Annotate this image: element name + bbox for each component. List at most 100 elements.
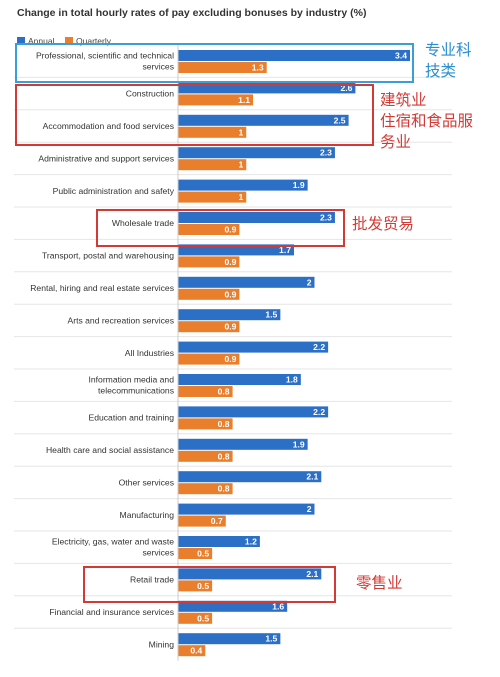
legend-annual: Annual: [17, 36, 54, 46]
quarterly-bar-1: [178, 62, 267, 73]
annual-bar-13: [178, 438, 308, 450]
category-label-13: Health care and social assistance: [46, 445, 174, 455]
annual-value-label-3: 2.5: [334, 115, 346, 125]
quarterly-value-label-16: 0.5: [197, 549, 209, 559]
quarterly-value-label-3: 1: [238, 127, 243, 137]
annual-value-label-14: 2.1: [306, 472, 318, 482]
annotation-box-professional: [15, 43, 414, 83]
quarterly-value-label-15: 0.7: [211, 516, 223, 526]
quarterly-value-label-8: 0.9: [224, 289, 236, 299]
annual-value-label-18: 1.6: [272, 601, 284, 611]
category-label-1-line-1: Professional, scientific and technical: [36, 51, 174, 61]
quarterly-value-label-19: 0.4: [190, 646, 202, 656]
legend-quarterly: Quarterly: [65, 36, 111, 46]
annual-bar-9: [178, 309, 281, 321]
annual-value-label-2: 2.6: [340, 83, 352, 93]
quarterly-bar-4: [178, 159, 247, 171]
annotation-box-wholesale: [96, 209, 345, 247]
category-label-2: Construction: [126, 89, 174, 99]
annual-value-label-9: 1.5: [265, 310, 277, 320]
annual-value-label-4: 2.3: [320, 148, 332, 158]
category-label-17: Retail trade: [130, 575, 174, 585]
annual-value-label-12: 2.2: [313, 407, 325, 417]
quarterly-value-label-14: 0.8: [218, 484, 230, 494]
annual-bar-14: [178, 471, 322, 483]
quarterly-bar-9: [178, 321, 240, 333]
annual-bar-16: [178, 536, 260, 547]
quarterly-value-label-5: 1: [238, 192, 243, 202]
quarterly-value-label-17: 0.5: [197, 581, 209, 591]
category-label-19: Mining: [149, 639, 175, 649]
annotation-wholesale: 批发贸易: [352, 215, 415, 233]
annual-value-label-16: 1.2: [245, 537, 257, 547]
annual-value-label-6: 2.3: [320, 213, 332, 223]
quarterly-value-label-10: 0.9: [224, 354, 236, 364]
annual-bar-6: [178, 212, 335, 223]
annual-bar-18: [178, 600, 288, 612]
annual-value-label-10: 2.2: [313, 342, 325, 352]
annual-bar-7: [178, 244, 294, 256]
annotation-professional: 专业科 技类: [425, 40, 472, 82]
annual-bar-19: [178, 633, 281, 645]
quarterly-bar-17: [178, 580, 213, 592]
annual-value-label-8: 2: [307, 277, 312, 287]
annotation-professional-line-1: 专业科: [425, 41, 472, 59]
annual-value-label-17: 2.1: [306, 569, 318, 579]
legend-quarterly-label: Quarterly: [76, 36, 111, 46]
quarterly-value-label-2: 1.1: [238, 95, 250, 105]
annotation-construction-line-3: 务业: [380, 133, 412, 151]
quarterly-bar-3: [178, 126, 247, 138]
annotation-box-retail: [83, 566, 336, 603]
category-label-10: All Industries: [125, 348, 174, 358]
legend-annual-label: Annual: [28, 36, 55, 46]
category-label-15: Manufacturing: [120, 510, 175, 520]
category-label-3: Accommodation and food services: [43, 121, 174, 131]
quarterly-bar-5: [178, 191, 247, 203]
category-label-16-line-1: Electricity, gas, water and waste: [52, 537, 174, 547]
annotation-construction-line-2: 住宿和食品服: [380, 112, 474, 130]
annual-value-label-13: 1.9: [293, 439, 305, 449]
legend-annual-swatch: [17, 37, 25, 45]
quarterly-value-label-6: 0.9: [224, 225, 236, 235]
quarterly-value-label-1: 1.3: [252, 63, 264, 73]
annual-bar-11: [178, 374, 301, 385]
category-label-8: Rental, hiring and real estate services: [30, 283, 174, 293]
annotation-box-construction-accommodation: [15, 84, 374, 146]
annotation-construction-line-1: 建筑业: [380, 91, 427, 109]
quarterly-bar-12: [178, 418, 233, 430]
annual-value-label-11: 1.8: [286, 375, 298, 385]
quarterly-bar-2: [178, 94, 254, 106]
category-label-18: Financial and insurance services: [49, 607, 174, 617]
annotation-construction-accommodation: 建筑业 住宿和食品服 务业: [380, 90, 473, 153]
category-label-1-line-2: services: [142, 62, 174, 72]
annual-value-label-19: 1.5: [265, 634, 277, 644]
category-label-16-line-2: services: [142, 548, 174, 558]
annual-bar-10: [178, 341, 329, 353]
category-label-5: Public administration and safety: [53, 186, 175, 196]
quarterly-bar-14: [178, 483, 233, 495]
category-label-11-line-1: Information media and: [88, 375, 174, 385]
quarterly-bar-6: [178, 224, 240, 235]
quarterly-bar-11: [178, 386, 233, 397]
annual-bar-8: [178, 276, 315, 288]
chart-title: Change in total hourly rates of pay excl…: [17, 7, 367, 19]
quarterly-bar-19: [178, 645, 206, 657]
category-label-4: Administrative and support services: [38, 153, 174, 163]
annual-bar-15: [178, 503, 315, 515]
annual-value-label-1: 3.4: [395, 51, 407, 61]
annual-bar-4: [178, 147, 335, 159]
annual-bar-5: [178, 179, 308, 191]
quarterly-bar-16: [178, 548, 213, 559]
annual-bar-3: [178, 114, 349, 126]
annual-bar-12: [178, 406, 329, 418]
quarterly-bar-7: [178, 256, 240, 268]
category-label-14: Other services: [119, 477, 174, 487]
category-label-11-line-2: telecommunications: [98, 386, 174, 396]
category-label-7: Transport, postal and warehousing: [42, 251, 174, 261]
annotation-retail: 零售业: [356, 574, 403, 592]
legend-quarterly-swatch: [65, 37, 73, 45]
annual-value-label-7: 1.7: [279, 245, 291, 255]
quarterly-bar-18: [178, 612, 213, 624]
annotation-professional-line-2: 技类: [425, 62, 457, 80]
